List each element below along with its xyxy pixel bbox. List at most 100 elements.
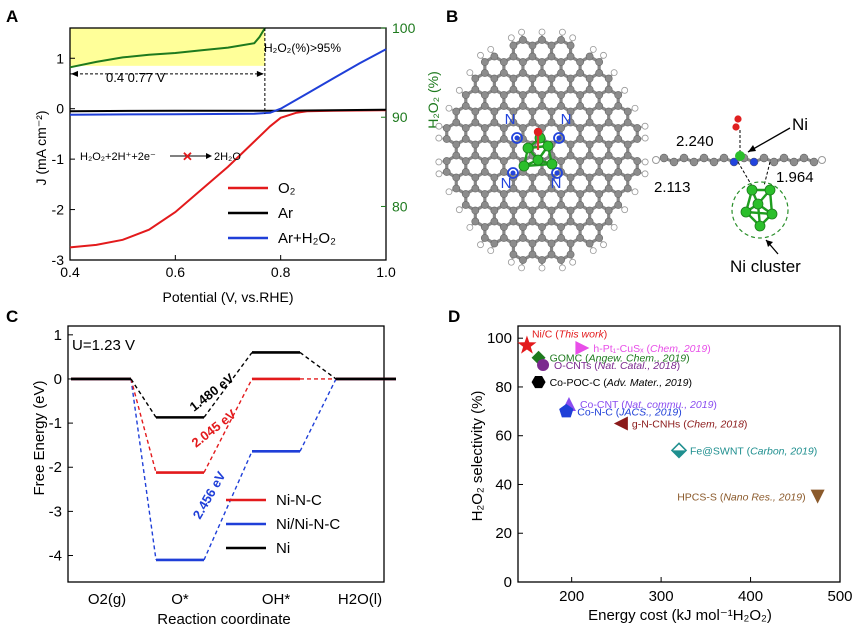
hydrogen-atom xyxy=(569,258,577,266)
d-marker-diamond-half xyxy=(672,450,686,458)
d-marker-hexagon xyxy=(531,376,546,389)
carbon-atom xyxy=(471,74,480,83)
side-oxygen xyxy=(732,123,740,131)
cluster-ni-atom xyxy=(766,208,778,220)
hydrogen-atom xyxy=(631,104,639,112)
d-point-ref-text: Nano Res., 2019 xyxy=(723,492,802,504)
d-point-ref: ) xyxy=(677,360,681,372)
carbon-atom xyxy=(576,135,585,143)
c-legend-label: Ni xyxy=(276,540,290,557)
carbon-atom xyxy=(471,206,480,215)
d-point-ref: ) xyxy=(604,329,608,341)
a-y2tick-label: 100 xyxy=(392,20,416,36)
a-xtick-label: 0.6 xyxy=(166,264,186,280)
carbon-atom xyxy=(480,135,489,143)
oxygen-atom xyxy=(533,127,543,137)
carbon-atom xyxy=(557,256,565,264)
carbon-atom xyxy=(519,190,527,198)
a-ytick-label: 1 xyxy=(56,50,64,66)
a-y2tick-label: 90 xyxy=(392,109,408,125)
carbon-atom xyxy=(623,184,632,193)
carbon-atom xyxy=(519,69,527,77)
carbon-atom xyxy=(452,184,461,193)
c-xtick-label: O2(g) xyxy=(88,591,126,608)
carbon-atom xyxy=(576,190,585,198)
carbon-atom xyxy=(604,217,613,226)
nitrogen-atom xyxy=(551,167,563,179)
hydrogen-atom xyxy=(589,247,597,255)
carbon-atom xyxy=(585,184,594,193)
carbon-atom xyxy=(566,206,575,215)
ni-pointer-arrow-icon xyxy=(748,145,756,152)
carbon-atom xyxy=(557,124,565,132)
carbon-atom xyxy=(442,124,451,132)
carbon-atom xyxy=(576,168,585,176)
c-ytick-label: 1 xyxy=(54,327,62,344)
carbon-atom xyxy=(480,102,489,110)
carbon-atom xyxy=(576,223,585,231)
d-point-ref-text: Nat. Catal., 2018 xyxy=(598,360,677,372)
hydrogen-atom xyxy=(507,34,515,42)
a-xtick-label: 0.8 xyxy=(271,264,291,280)
c-connector xyxy=(299,378,337,452)
d-point-label: O-CNTs (Nat. Catal., 2018) xyxy=(554,360,680,372)
ni-atom xyxy=(546,158,558,170)
carbon-atom xyxy=(585,85,594,94)
cluster-outline xyxy=(731,181,789,239)
ni-atom xyxy=(518,160,530,172)
carbon-atom xyxy=(490,74,499,83)
n-atom-label: N xyxy=(551,175,562,192)
carbon-atom xyxy=(490,217,499,226)
carbon-atom xyxy=(576,201,585,209)
c-xtick-label: H2O(l) xyxy=(338,591,382,608)
ni-atom xyxy=(542,140,554,152)
carbon-atom xyxy=(547,184,556,193)
carbon-atom xyxy=(528,41,537,50)
carbon-atom xyxy=(471,118,480,127)
carbon-atom xyxy=(566,140,575,149)
carbon-atom xyxy=(585,74,594,83)
side-view-model xyxy=(652,115,826,255)
side-atom xyxy=(699,153,709,163)
carbon-atom xyxy=(499,102,508,110)
side-atom xyxy=(749,157,759,167)
carbon-atom xyxy=(595,190,604,198)
carbon-atom xyxy=(509,41,518,50)
cluster-pointer-arrow-icon xyxy=(766,240,773,247)
a-legend-label: Ar xyxy=(278,205,293,222)
carbon-atom xyxy=(480,201,489,209)
carbon-atom xyxy=(585,239,594,248)
bond-length-right: 1.964 xyxy=(776,169,814,186)
carbon-atom xyxy=(509,250,518,259)
carbon-atom xyxy=(461,201,470,209)
side-atom xyxy=(659,153,669,163)
carbon-atom xyxy=(633,157,642,165)
d-point-label: Ni/C (This work) xyxy=(532,329,607,341)
carbon-atom xyxy=(614,157,623,165)
carbon-atom xyxy=(547,74,556,83)
carbon-atom xyxy=(480,190,489,198)
d-marker-triangle-right xyxy=(575,340,590,355)
side-atom xyxy=(709,157,719,167)
carbon-atom xyxy=(538,234,546,242)
d-point-name: GOMC xyxy=(550,353,586,365)
carbon-atom xyxy=(528,206,537,215)
carbon-atom xyxy=(595,168,604,176)
panel-c-legend: Ni-N-C Ni/Ni-N-C Ni xyxy=(226,492,340,557)
carbon-atom xyxy=(490,118,499,127)
carbon-atom xyxy=(585,140,594,149)
panel-b-letter: B xyxy=(446,7,458,26)
d-ytick-label: 40 xyxy=(495,476,512,493)
carbon-atom xyxy=(547,217,556,226)
d-ytick-label: 0 xyxy=(504,574,512,591)
nitrogen-atom xyxy=(507,167,519,179)
side-atom xyxy=(769,157,779,167)
carbon-atom xyxy=(509,52,518,61)
carbon-atom xyxy=(480,168,489,176)
carbon-atom xyxy=(471,107,480,116)
panel-c-ylabel: Free Energy (eV) xyxy=(31,380,48,495)
carbon-atom xyxy=(566,184,575,193)
d-point-ref-text: Nat. commu., 2019 xyxy=(625,399,714,411)
panel-a-plot-frame xyxy=(69,27,387,261)
